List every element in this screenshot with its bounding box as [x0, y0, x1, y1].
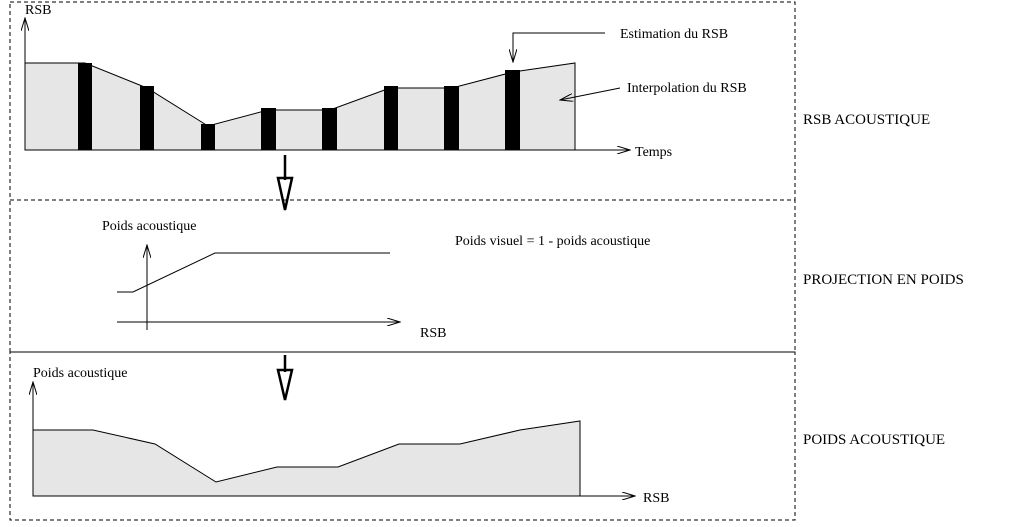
- flow-arrow: [276, 355, 294, 401]
- panel-label: POIDS ACOUSTIQUE: [803, 432, 945, 448]
- snr-area: [24, 62, 576, 151]
- x-axis-label: RSB: [643, 491, 669, 506]
- annotation-arrow: [513, 32, 605, 62]
- panel-label: RSB ACOUSTIQUE: [803, 112, 930, 128]
- y-axis-label: RSB: [25, 3, 51, 18]
- annotation-arrow: [560, 87, 621, 100]
- x-axis-label: RSB: [420, 326, 446, 341]
- weight-area: [32, 420, 581, 497]
- panel-label: PROJECTION EN POIDS: [803, 272, 964, 288]
- panel-frame: [9, 199, 796, 353]
- y-axis-label: Poids acoustique: [102, 219, 197, 234]
- panel-frame: [9, 351, 796, 521]
- y-axis-label: Poids acoustique: [33, 366, 128, 381]
- x-axis-label: Temps: [635, 145, 672, 160]
- snr-estimates: [78, 63, 520, 150]
- annotation: Interpolation du RSB: [627, 81, 747, 96]
- annotation: Poids visuel = 1 - poids acoustique: [455, 234, 650, 249]
- annotation: Estimation du RSB: [620, 27, 728, 42]
- weight-curve: [117, 252, 390, 293]
- flow-arrow: [276, 155, 294, 211]
